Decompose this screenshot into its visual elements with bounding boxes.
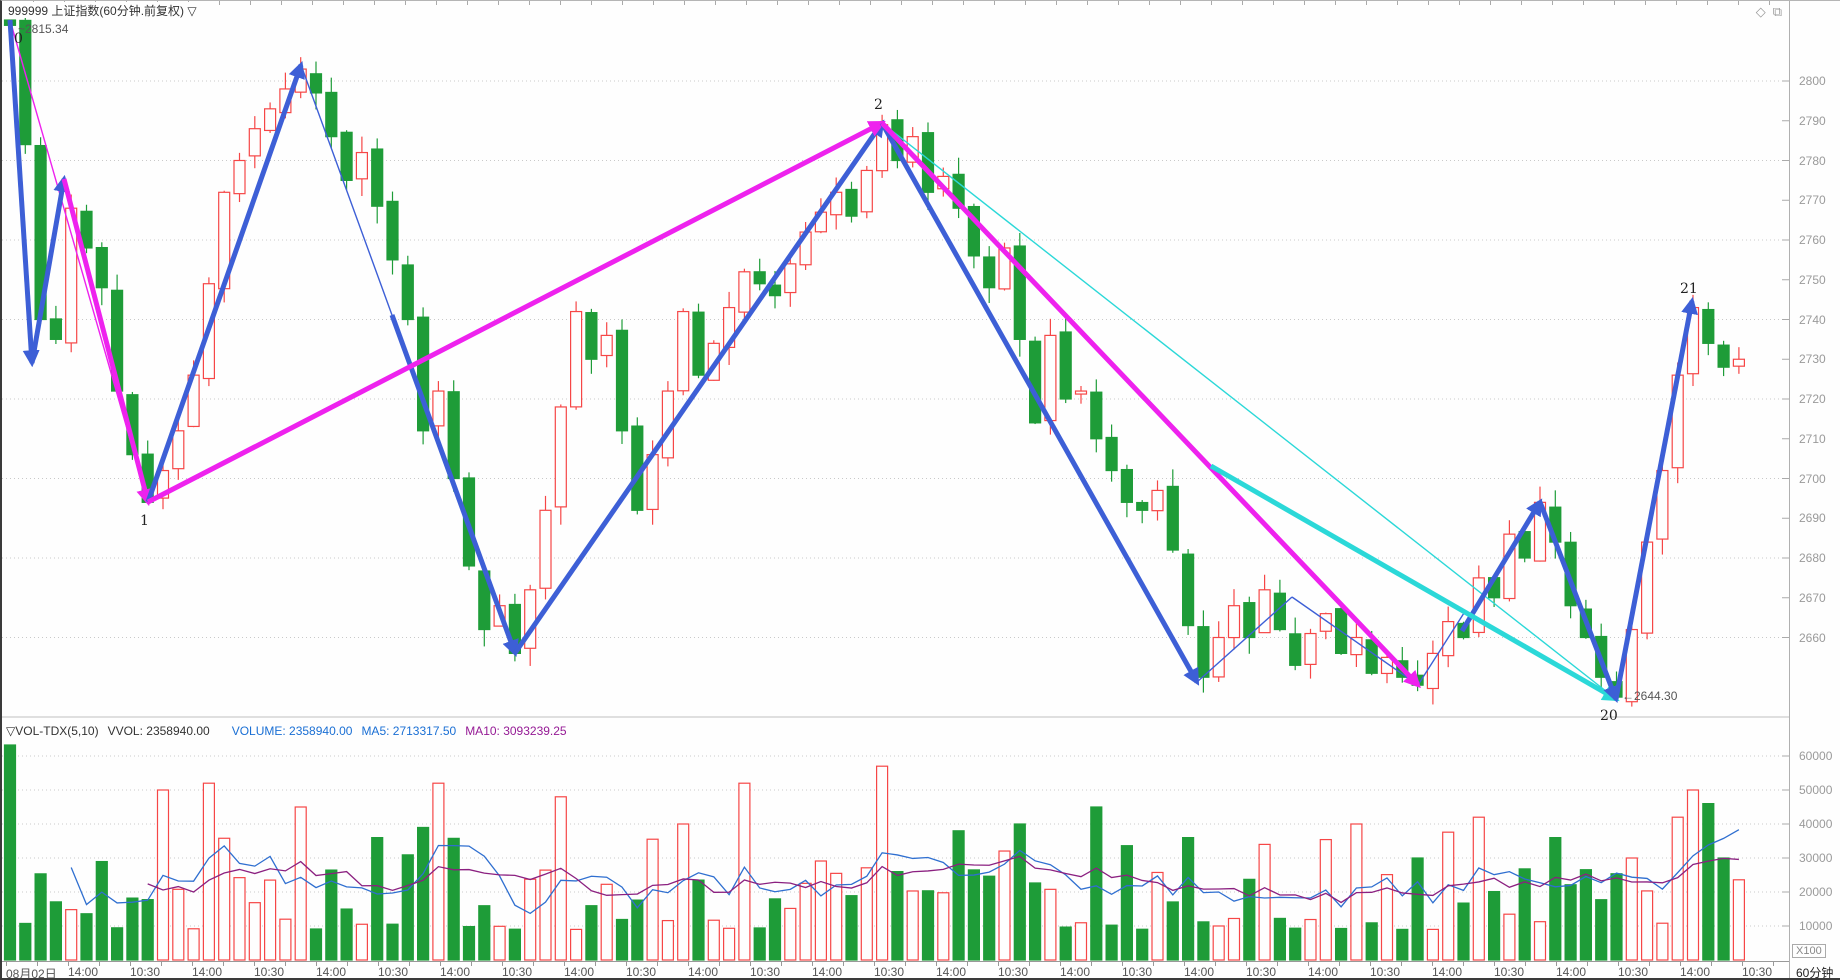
pivot-label-20: 20 xyxy=(1600,708,1618,724)
time-axis-label: 14:00 xyxy=(564,965,595,979)
time-axis-label: 10:30 xyxy=(130,965,161,979)
time-axis-label: 14:00 xyxy=(1308,965,1339,979)
time-axis-label: 10:30 xyxy=(626,965,657,979)
time-axis-label: 10:30 xyxy=(378,965,409,979)
price-axis-label: 2680 xyxy=(1799,551,1826,565)
time-axis-label: 10:30 xyxy=(1122,965,1153,979)
overlap-windows-icon[interactable]: ⧉ xyxy=(1772,4,1782,19)
time-axis-label: 10:30 xyxy=(1370,965,1401,979)
time-axis-label: 14:00 xyxy=(316,965,347,979)
price-chart[interactable] xyxy=(2,1,1789,719)
time-axis-label: 14:00 xyxy=(1060,965,1091,979)
price-axis-label: 2690 xyxy=(1799,511,1826,526)
period-selector[interactable]: 60分钟 xyxy=(1796,966,1834,980)
pivot-label-2: 2 xyxy=(874,97,883,113)
time-axis-label: 10:30 xyxy=(874,965,905,979)
axis-divider xyxy=(1789,1,1790,978)
chart-title[interactable]: 999999 上证指数(60分钟.前复权) ▽ xyxy=(8,2,203,18)
time-axis-label: 10:30 xyxy=(254,965,285,979)
price-axis-label: 2780 xyxy=(1799,153,1826,168)
price-axis-label: 2710 xyxy=(1799,431,1826,446)
time-axis-label: 14:00 xyxy=(812,965,843,979)
ma10-value: MA10: 3093239.25 xyxy=(465,724,567,738)
volume-axis-label: 10000 xyxy=(1799,919,1833,933)
right-axis-column xyxy=(1790,1,1840,978)
time-axis-label: 10:30 xyxy=(1742,965,1773,979)
time-axis-label: 10:30 xyxy=(750,965,781,979)
price-axis-label: 2660 xyxy=(1799,630,1826,645)
time-axis-label: 14:00 xyxy=(936,965,967,979)
time-axis-label: 14:00 xyxy=(688,965,719,979)
time-axis-label: 14:00 xyxy=(1184,965,1215,979)
volume-indicator-header: ▽VOL-TDX(5,10) VVOL: 2358940.00 VOLUME: … xyxy=(6,720,576,742)
price-axis-label: 2800 xyxy=(1799,74,1826,88)
price-axis-label: 2730 xyxy=(1799,352,1826,367)
time-axis: 08月02日 14:00 10:30 14:00 10:30 14:00 10:30 14:0… xyxy=(2,961,1789,980)
price-axis-label: 2750 xyxy=(1799,272,1826,287)
volume-axis-label: 30000 xyxy=(1799,851,1833,865)
price-axis-label: 2790 xyxy=(1799,113,1826,128)
time-axis-label: 14:00 xyxy=(192,965,223,979)
time-axis-label: 08月02日 xyxy=(6,967,57,980)
price-axis-label: 2770 xyxy=(1799,193,1826,208)
high-price-tag: ~2815.34 xyxy=(18,22,69,36)
time-axis-label: 14:00 xyxy=(1680,965,1711,979)
diamond-icon[interactable]: ◇ xyxy=(1755,4,1766,19)
volume-chart[interactable] xyxy=(2,743,1789,961)
volume-axis-label: 50000 xyxy=(1799,783,1833,797)
price-axis-label: 2720 xyxy=(1799,392,1826,406)
price-axis-label: 2740 xyxy=(1799,312,1826,327)
price-axis-label: 2670 xyxy=(1799,590,1826,605)
time-axis-label: 14:00 xyxy=(440,965,471,979)
time-axis-label: 14:00 xyxy=(1432,965,1463,979)
pivot-label-21: 21 xyxy=(1680,281,1698,297)
pivot-label-1: 1 xyxy=(140,513,149,529)
volume-axis-label: 60000 xyxy=(1799,749,1833,763)
volume-axis-label: 40000 xyxy=(1799,817,1833,831)
time-axis-label: 14:00 xyxy=(1556,965,1587,979)
pivot-label-0: 0 xyxy=(14,31,23,47)
volume-unit-badge: X100 xyxy=(1792,944,1826,958)
volume-axis-label: 20000 xyxy=(1799,885,1833,899)
vvol-value: VVOL: 2358940.00 xyxy=(107,724,210,738)
time-axis-label: 10:30 xyxy=(1618,965,1649,979)
time-axis-label: 10:30 xyxy=(502,965,533,979)
volume-value: VOLUME: 2358940.00 xyxy=(231,724,353,738)
price-axis-label: 2760 xyxy=(1799,233,1826,247)
time-axis-label: 10:30 xyxy=(998,965,1029,979)
time-axis-label: 14:00 xyxy=(68,965,99,979)
indicator-name[interactable]: ▽VOL-TDX(5,10) xyxy=(6,724,99,738)
ma5-value: MA5: 2713317.50 xyxy=(361,724,457,738)
price-axis-label: 2700 xyxy=(1799,471,1826,486)
time-axis-label: 10:30 xyxy=(1246,965,1277,979)
time-axis-label: 10:30 xyxy=(1494,965,1525,979)
low-price-tag: ←2644.30 xyxy=(1622,689,1678,703)
